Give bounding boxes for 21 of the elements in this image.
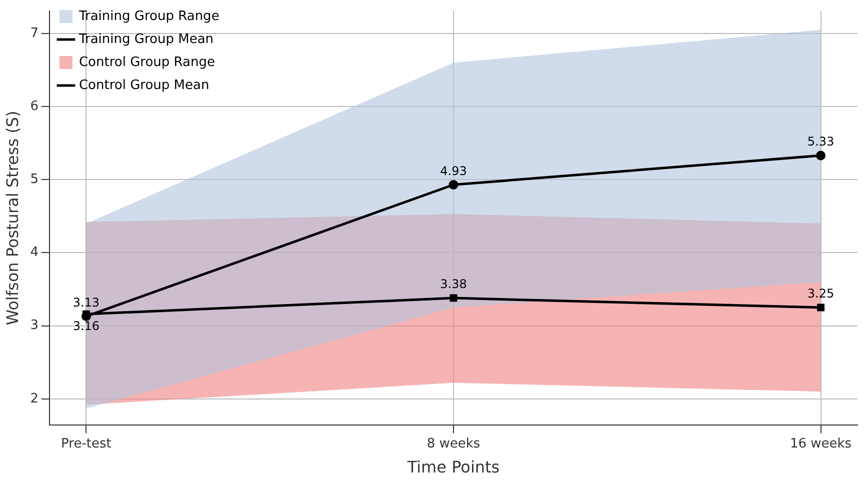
data-label: 3.25: [807, 286, 834, 301]
legend-label: Control Group Range: [78, 54, 216, 70]
y-tick-label: 3: [30, 318, 38, 334]
x-tick-label: 16 weeks: [790, 436, 852, 452]
legend-label: Control Group Mean: [78, 78, 210, 93]
x-tick-label: Pre-test: [61, 436, 112, 452]
legend-label: Training Group Mean: [78, 32, 214, 47]
data-label: 3.16: [72, 319, 100, 334]
y-tick-label: 6: [30, 98, 38, 114]
data-label: 3.13: [72, 295, 100, 310]
y-tick-label: 5: [30, 172, 38, 188]
x-tick-label: 8 weeks: [426, 436, 480, 452]
data-label: 4.93: [440, 164, 467, 178]
data-label: 5.33: [807, 134, 834, 149]
y-tick-label: 7: [30, 26, 38, 41]
data-label: 3.38: [440, 277, 467, 292]
x-axis-title: Time Points: [406, 458, 500, 477]
legend-label: Training Group Range: [78, 8, 220, 24]
y-tick-label: 4: [30, 245, 38, 260]
y-axis-title: Wolfson Postural Stress (S): [2, 110, 22, 326]
y-tick-label: 2: [30, 391, 38, 406]
